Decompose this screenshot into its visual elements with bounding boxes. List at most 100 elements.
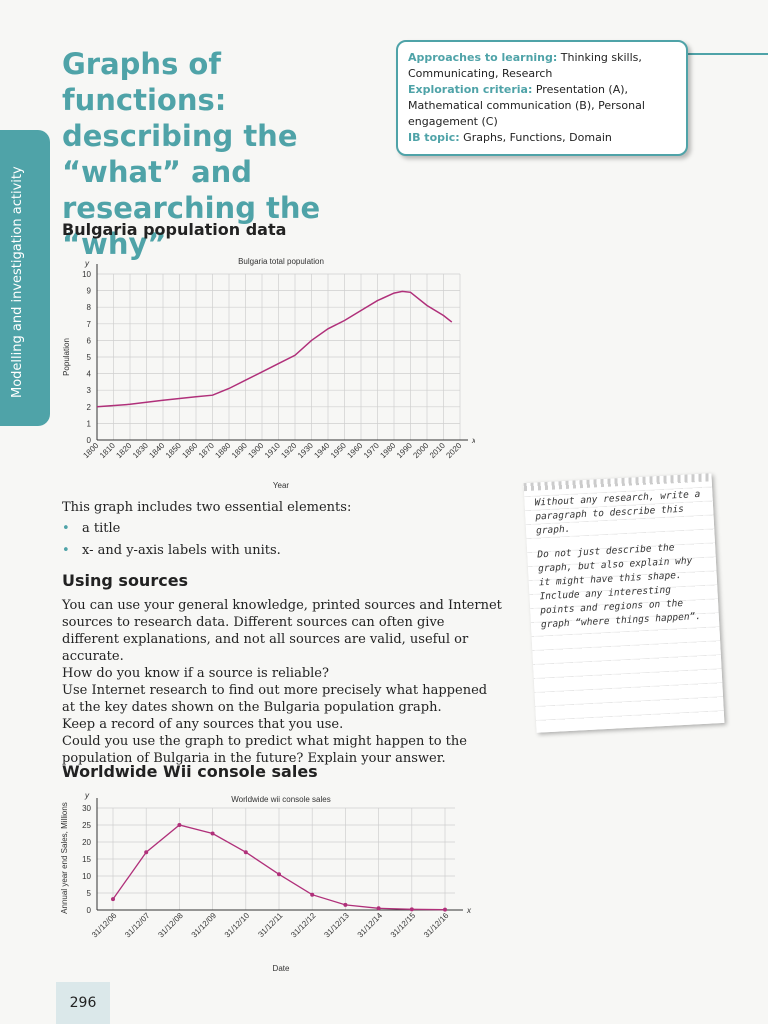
sales-point <box>376 906 381 911</box>
x-tick-label: 1840 <box>147 441 166 460</box>
page-number: 296 <box>56 982 110 1024</box>
y-tick-label: 0 <box>87 436 92 445</box>
x-tick-label: 1910 <box>263 441 282 460</box>
topic-key: IB topic: <box>408 131 460 144</box>
x-tick-label: 1870 <box>197 441 216 460</box>
sources-paragraph: How do you know if a source is reliable? <box>62 666 329 681</box>
y-axis-letter: y <box>84 791 90 800</box>
x-tick-label: 2010 <box>428 441 447 460</box>
sources-paragraph: Use Internet research to find out more p… <box>62 683 488 715</box>
y-tick-label: 9 <box>87 287 92 296</box>
bullet-icon: • <box>62 521 70 536</box>
sources-text: You can use your general knowledge, prin… <box>62 597 502 767</box>
sources-paragraph: Could you use the graph to predict what … <box>62 734 467 766</box>
y-tick-label: 15 <box>82 855 91 864</box>
x-tick-label: 31/12/11 <box>256 911 284 939</box>
sales-point <box>177 823 182 827</box>
x-tick-label: 1850 <box>164 441 183 460</box>
intro-text: This graph includes two essential elemen… <box>62 500 352 515</box>
sales-point <box>210 831 215 836</box>
note-paragraph: Do not just describe the graph, but also… <box>537 542 702 631</box>
sales-point <box>243 850 248 855</box>
x-axis-label: Date <box>273 964 290 973</box>
x-tick-label: 1980 <box>378 441 397 460</box>
sources-paragraph: Keep a record of any sources that you us… <box>62 717 344 732</box>
x-tick-label: 31/12/15 <box>389 911 418 940</box>
side-tab-label: Modelling and investigation activity <box>10 166 25 398</box>
bulgaria-chart: Bulgaria total population 1800 1810 1820 183… <box>55 252 475 492</box>
elements-list: • a title • x- and y-axis labels with unit… <box>62 521 281 565</box>
sources-heading: Using sources <box>62 571 189 590</box>
x-tick-label: 1830 <box>131 441 150 460</box>
x-tick-label: 1860 <box>180 441 199 460</box>
x-tick-label: 1810 <box>98 441 117 460</box>
bullet-icon: • <box>62 543 70 558</box>
y-tick-label: 30 <box>82 804 91 813</box>
sales-point <box>310 892 315 897</box>
x-tick-label: 31/12/06 <box>90 911 119 940</box>
bulgaria-chart-svg: Bulgaria total population180018101820183… <box>62 257 475 490</box>
y-tick-label: 7 <box>87 320 92 329</box>
sales-point <box>144 850 149 855</box>
section-side-tab: Modelling and investigation activity <box>0 130 50 426</box>
sales-point <box>111 897 115 902</box>
x-tick-label: 2000 <box>411 441 430 460</box>
x-tick-label: 31/12/12 <box>289 911 318 940</box>
x-tick-label: 31/12/09 <box>190 911 219 940</box>
chart-title: Worldwide wii console sales <box>231 795 330 804</box>
x-tick-label: 2020 <box>444 441 463 460</box>
wii-heading: Worldwide Wii console sales <box>62 762 318 781</box>
x-axis-label: Year <box>273 481 290 490</box>
population-line <box>96 290 453 408</box>
y-tick-label: 10 <box>82 270 91 279</box>
sales-point <box>343 902 348 907</box>
approaches-value: Thinking skills, Communicating, Research <box>408 51 642 80</box>
x-tick-label: 31/12/16 <box>422 911 451 940</box>
sales-point <box>277 872 281 877</box>
x-tick-label: 1890 <box>230 441 249 460</box>
x-tick-label: 31/12/14 <box>356 911 385 940</box>
y-tick-label: 1 <box>87 419 92 428</box>
x-tick-label: 31/12/07 <box>123 911 152 940</box>
approaches-box: Approaches to learning: Thinking skills,… <box>396 40 688 156</box>
y-tick-label: 5 <box>87 353 92 362</box>
y-axis-letter: y <box>84 259 90 268</box>
x-tick-label: 31/12/13 <box>322 911 351 940</box>
y-tick-label: 20 <box>82 838 91 847</box>
y-tick-label: 3 <box>87 386 92 395</box>
x-tick-label: 1920 <box>279 441 298 460</box>
y-tick-label: 25 <box>82 821 91 830</box>
bulgaria-heading: Bulgaria population data <box>62 220 287 239</box>
sources-paragraph: You can use your general knowledge, prin… <box>62 598 502 664</box>
header-rule <box>680 53 768 55</box>
approaches-key: Approaches to learning: <box>408 51 558 64</box>
x-tick-label: 1900 <box>246 441 265 460</box>
x-tick-label: 1940 <box>312 441 331 460</box>
page-title: Graphs of functions: describing the “wha… <box>62 47 321 261</box>
x-tick-label: 1800 <box>81 441 100 460</box>
x-tick-label: 1880 <box>213 441 232 460</box>
x-axis-letter: x <box>471 436 475 445</box>
task-note-card: Without any research, write a paragraph … <box>523 473 725 733</box>
list-item: • x- and y-axis labels with units. <box>62 543 281 558</box>
y-tick-label: 6 <box>87 336 92 345</box>
criteria-value: Presentation (A), Mathematical communica… <box>408 83 645 128</box>
y-tick-label: 2 <box>87 403 92 412</box>
sales-point <box>443 907 447 912</box>
y-tick-label: 0 <box>87 906 92 915</box>
criteria-key: Exploration criteria: <box>408 83 533 96</box>
chart-title: Bulgaria total population <box>238 257 324 266</box>
x-tick-label: 1960 <box>345 441 364 460</box>
y-tick-label: 10 <box>82 872 91 881</box>
x-tick-label: 1950 <box>329 441 348 460</box>
x-tick-label: 1820 <box>114 441 133 460</box>
list-item: • a title <box>62 521 121 536</box>
y-tick-label: 8 <box>87 303 92 312</box>
wii-chart: Worldwide wii console sales 31/12/06 31/12… <box>55 788 475 978</box>
y-axis-label: Annual year end Sales, Millions <box>60 802 69 914</box>
x-tick-label: 31/12/08 <box>156 911 185 940</box>
y-axis-label: Population <box>62 338 71 376</box>
x-tick-label: 1930 <box>296 441 315 460</box>
x-tick-label: 31/12/10 <box>223 911 252 940</box>
